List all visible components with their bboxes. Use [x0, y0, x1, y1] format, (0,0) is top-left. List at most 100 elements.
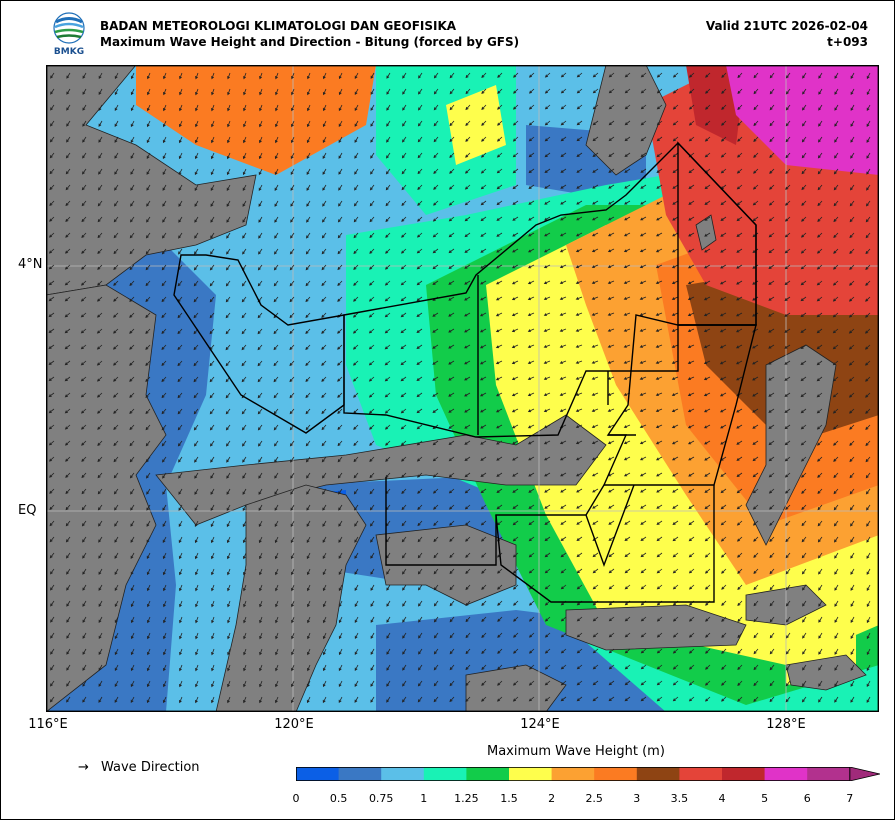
wave-arrow: [785, 552, 791, 559]
wave-arrow: [818, 696, 823, 703]
wave-arrow: [528, 200, 535, 205]
wave-arrow: [785, 152, 791, 159]
wave-arrow: [96, 344, 103, 350]
wave-arrow: [866, 520, 871, 527]
wave-arrow: [769, 664, 775, 671]
wave-arrow: [528, 232, 535, 237]
wave-arrow: [291, 584, 295, 592]
wave-arrow: [338, 584, 343, 592]
wave-arrow: [737, 696, 743, 702]
wave-arrow: [768, 280, 775, 285]
wave-arrow: [560, 200, 567, 205]
wave-arrow: [259, 648, 263, 656]
wave-arrow: [719, 392, 727, 397]
wave-arrow: [49, 472, 55, 478]
wave-arrow: [623, 440, 631, 445]
colorbar-tick-label: 1: [420, 792, 428, 805]
wave-arrow: [369, 248, 375, 254]
wave-arrow: [800, 312, 807, 318]
wave-arrow: [177, 440, 183, 447]
wave-arrow: [241, 312, 247, 319]
wave-arrow: [624, 88, 631, 94]
wave-arrow: [66, 88, 71, 95]
wave-arrow: [833, 504, 839, 511]
wave-arrow: [193, 312, 199, 319]
wave-map[interactable]: [46, 65, 879, 712]
wave-arrow: [48, 264, 55, 270]
wave-arrow: [801, 568, 807, 575]
wave-arrow: [417, 680, 423, 687]
wave-arrow: [817, 520, 823, 527]
wave-arrow: [354, 568, 359, 575]
wave-arrow: [703, 344, 711, 349]
wave-arrow: [161, 392, 167, 399]
wave-arrow: [817, 200, 823, 207]
wave-arrow: [818, 616, 823, 623]
wave-arrow: [481, 632, 487, 639]
wave-arrow: [703, 360, 711, 365]
wave-arrow: [623, 376, 631, 380]
wave-arrow: [720, 216, 727, 221]
wave-zone-yellow-nw: [446, 85, 506, 165]
wave-arrow: [785, 568, 791, 575]
wave-arrow: [400, 264, 407, 270]
wave-arrow: [338, 520, 343, 527]
wave-arrow: [179, 120, 183, 128]
wave-arrow: [322, 88, 327, 96]
wave-arrow: [481, 88, 487, 95]
wave-arrow: [96, 376, 103, 382]
wave-arrow: [66, 120, 71, 127]
wave-arrow: [449, 632, 455, 639]
wave-arrow: [337, 216, 343, 223]
wave-arrow: [671, 280, 679, 285]
wave-arrow: [736, 488, 743, 494]
wave-arrow: [275, 632, 279, 640]
wave-arrow: [400, 344, 407, 350]
wave-arrow: [639, 312, 647, 316]
wave-arrow: [80, 296, 87, 302]
wave-arrow: [209, 408, 215, 415]
wave-arrow: [785, 120, 791, 127]
wave-arrow: [818, 568, 823, 575]
wave-arrow: [353, 200, 359, 207]
wave-arrow: [354, 616, 359, 624]
wave-map-canvas[interactable]: [46, 65, 879, 712]
wave-arrow: [464, 488, 471, 494]
wave-arrow: [800, 440, 807, 446]
wave-arrow: [656, 632, 663, 638]
wave-arrow: [818, 88, 823, 95]
wave-arrow: [623, 472, 631, 477]
wave-arrow: [512, 536, 519, 542]
wave-arrow: [479, 392, 487, 397]
wave-arrow: [401, 152, 407, 159]
wave-arrow: [322, 632, 327, 640]
wave-arrow: [848, 376, 855, 382]
wave-arrow: [322, 664, 327, 672]
boundary-gulf-tomini: [385, 477, 605, 566]
wave-arrow: [511, 312, 519, 317]
wave-arrow: [369, 440, 375, 446]
wave-arrow: [275, 104, 279, 112]
wave-arrow: [416, 296, 423, 302]
wave-arrow: [130, 552, 135, 560]
wave-arrow: [242, 504, 247, 512]
wave-arrow: [528, 88, 535, 94]
wave-arrow: [768, 216, 775, 222]
wave-arrow: [449, 136, 455, 143]
wave-arrow: [511, 392, 519, 397]
wave-arrow: [752, 504, 759, 510]
wave-arrow: [384, 344, 391, 350]
wave-arrow: [242, 216, 247, 223]
wave-arrow: [322, 136, 327, 144]
wave-arrow: [163, 600, 167, 608]
wave-arrow: [432, 472, 439, 478]
wave-arrow: [768, 344, 775, 349]
wave-arrow: [400, 328, 407, 334]
wave-arrow: [721, 680, 727, 686]
wave-arrow: [370, 696, 375, 703]
wave-arrow: [735, 328, 743, 333]
wave-arrow: [496, 488, 503, 493]
wave-arrow: [560, 152, 567, 158]
wave-arrow: [193, 376, 199, 383]
wave-arrow: [194, 504, 199, 512]
